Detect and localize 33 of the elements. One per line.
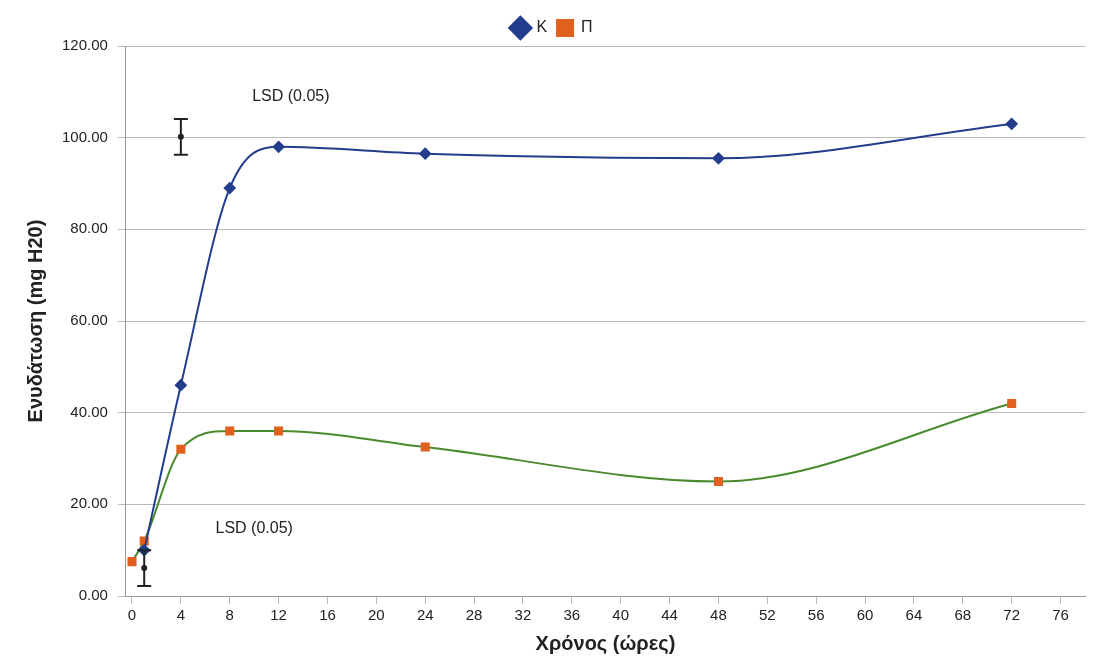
x-tick-label: 56 bbox=[807, 606, 825, 624]
annotation: LSD (0.05) bbox=[252, 87, 330, 105]
x-tick-label: 76 bbox=[1052, 606, 1069, 624]
y-tick-label: 60.00 bbox=[70, 311, 108, 329]
x-tick-label: 36 bbox=[563, 606, 581, 624]
legend-label: Π bbox=[581, 18, 593, 36]
x-tick-label: 0 bbox=[127, 606, 137, 624]
y-tick-label: 100.00 bbox=[61, 127, 108, 145]
x-tick-label: 32 bbox=[514, 606, 532, 624]
x-tick-label: 60 bbox=[856, 606, 874, 624]
y-tick-label: 120.00 bbox=[61, 36, 108, 54]
x-tick-label: 24 bbox=[416, 606, 434, 624]
x-tick-label: 8 bbox=[225, 606, 234, 624]
y-tick-label: 0.00 bbox=[78, 586, 108, 604]
x-tick-label: 12 bbox=[270, 606, 287, 624]
annotation: LSD (0.05) bbox=[215, 518, 293, 536]
x-axis-title: Χρόνος (ώρες) bbox=[535, 631, 676, 654]
y-tick-label: 20.00 bbox=[70, 494, 108, 512]
legend-label: Κ bbox=[536, 18, 548, 36]
y-axis-title: Ενυδάτωση (mg H20) bbox=[23, 219, 46, 423]
x-tick-label: 64 bbox=[905, 606, 923, 624]
x-tick-label: 44 bbox=[661, 606, 678, 624]
x-tick-label: 52 bbox=[758, 606, 776, 624]
x-tick-label: 4 bbox=[176, 606, 186, 624]
x-tick-label: 72 bbox=[1003, 606, 1021, 624]
y-tick-label: 40.00 bbox=[70, 402, 108, 420]
x-tick-label: 28 bbox=[465, 606, 483, 624]
x-tick-label: 68 bbox=[954, 606, 972, 624]
y-tick-label: 80.00 bbox=[70, 219, 108, 237]
x-tick-label: 20 bbox=[368, 606, 385, 624]
x-tick-label: 40 bbox=[612, 606, 630, 624]
x-tick-label: 16 bbox=[319, 606, 336, 624]
x-tick-label: 48 bbox=[710, 606, 727, 624]
